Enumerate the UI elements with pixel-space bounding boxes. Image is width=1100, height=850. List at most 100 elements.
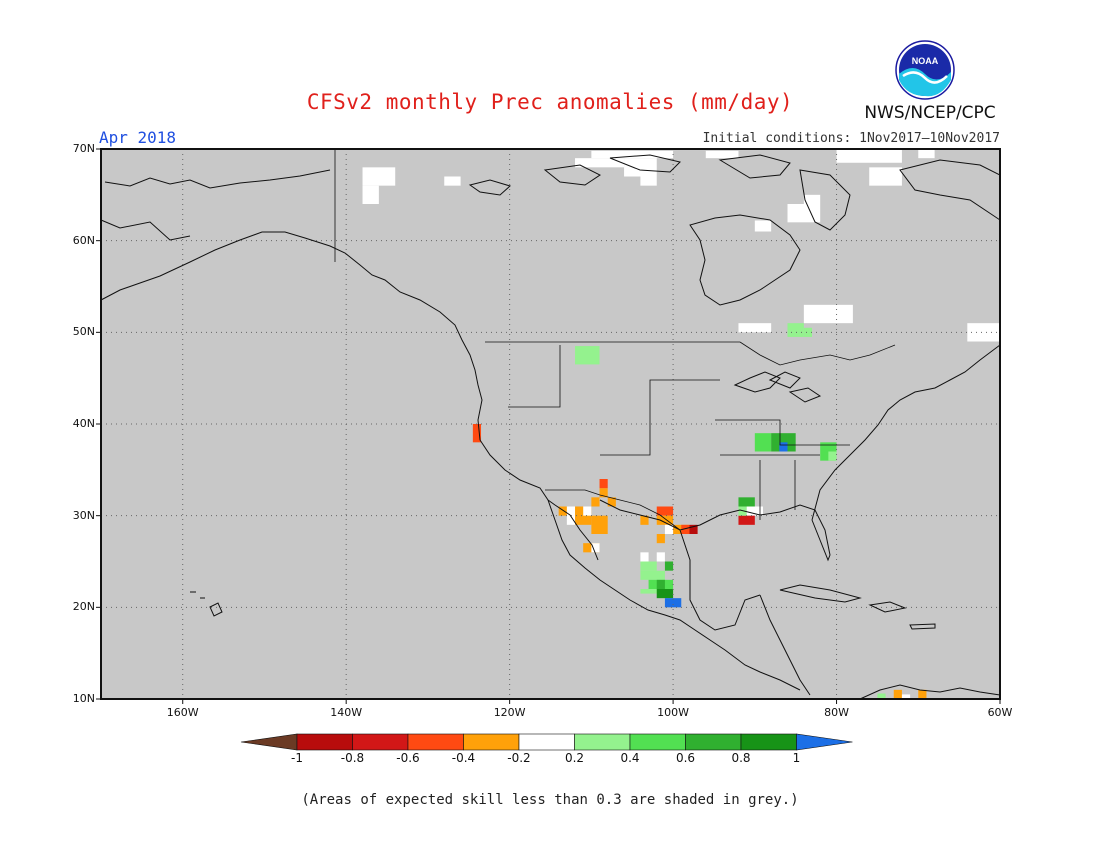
anomaly-cell [869, 167, 902, 186]
target-month-label: Apr 2018 [99, 128, 177, 147]
lat-tick-label: 50N [72, 325, 95, 339]
anomaly-cell [591, 150, 674, 159]
colorbar-right-arrow [796, 733, 853, 751]
colorbar-segment [463, 733, 520, 751]
anomaly-cell [681, 524, 690, 534]
lat-tick-label: 70N [72, 142, 95, 155]
colorbar-label: 0.8 [731, 751, 751, 765]
anomaly-cell [738, 323, 772, 333]
anomaly-cell [624, 158, 657, 177]
anomaly-cell [746, 506, 763, 516]
anomaly-cell [599, 479, 608, 489]
lat-tick-label: 20N [72, 600, 95, 614]
anomaly-cell [362, 185, 379, 204]
anomaly-cell [591, 515, 608, 534]
anomaly-cell [591, 497, 600, 507]
anomaly-cell [754, 433, 772, 452]
anomaly-cell [591, 543, 600, 553]
colorbar-label: 0.2 [564, 751, 585, 765]
skill-footnote: (Areas of expected skill less than 0.3 a… [301, 792, 799, 808]
colorbar-segment [629, 733, 686, 751]
colorbar-segment [685, 733, 742, 751]
anomaly-cell [444, 176, 461, 186]
anomaly-cell [583, 506, 592, 516]
anomaly-cell [640, 570, 665, 580]
colorbar-label: -0.6 [396, 751, 420, 765]
anomaly-cell [656, 579, 665, 589]
colorbar-segment [407, 733, 464, 751]
anomaly-cell [664, 598, 682, 608]
anomaly-cell [640, 561, 657, 571]
anomaly-cell [689, 524, 698, 534]
colorbar-label: -0.2 [507, 751, 531, 765]
anomaly-cell [918, 149, 935, 159]
lon-tick-label: 60W [987, 706, 1013, 719]
anomaly-cell [472, 424, 482, 443]
anomaly-cell [656, 534, 665, 544]
anomaly-cell [640, 176, 657, 186]
anomaly-cell [779, 442, 788, 452]
lon-tick-label: 80W [824, 706, 849, 719]
anomaly-cell [656, 552, 665, 562]
anomaly-cell [640, 515, 649, 525]
initial-conditions-label: Initial conditions: 1Nov2017–10Nov2017 [702, 131, 1000, 146]
colorbar-label: -0.8 [340, 751, 365, 765]
map-title: CFSv2 monthly Prec anomalies (mm/day) [306, 90, 794, 114]
anomaly-cell [787, 204, 821, 223]
anomaly-cell [607, 497, 616, 507]
anomaly-cell [803, 304, 853, 324]
colorbar-left-arrow [240, 733, 298, 751]
colorbar-label: -1 [291, 751, 303, 765]
political-boundaries [334, 150, 896, 531]
lon-tick-label: 100W [657, 706, 690, 719]
anomaly-cell [893, 689, 902, 699]
anomaly-cell [575, 158, 625, 168]
anomaly-cell [901, 694, 911, 699]
lat-tick-label: 60N [72, 233, 95, 247]
anomaly-cell [575, 346, 600, 365]
anomaly-cell [640, 552, 649, 562]
anomaly-cell [803, 327, 813, 337]
anomaly-cell [836, 149, 902, 163]
colorbar-label: 0.4 [620, 751, 640, 765]
lat-tick-label: 30N [72, 508, 95, 522]
colorbar [240, 733, 853, 751]
colorbar-label: -0.4 [451, 751, 476, 765]
noaa-logo: NOAA [895, 40, 955, 100]
lat-tick-label: 40N [72, 417, 95, 430]
colorbar-segment [740, 733, 797, 751]
anomaly-cell [664, 561, 674, 571]
colorbar-segment [574, 733, 631, 751]
graticule [101, 149, 1000, 699]
colorbar-segment [352, 733, 409, 751]
lon-tick-label: 120W [493, 706, 526, 719]
anomaly-cell [664, 524, 674, 534]
anomaly-cell [787, 433, 796, 452]
anomaly-cell [656, 589, 674, 599]
anomaly-cell [656, 506, 674, 516]
anomaly-cell [754, 220, 772, 232]
lon-tick-marks [96, 148, 1001, 704]
anomaly-cell [705, 150, 739, 159]
colorbar-segment [296, 733, 353, 751]
colorbar-label: 0.6 [675, 751, 696, 765]
anomaly-cell [828, 451, 837, 461]
anomaly-cell [656, 515, 674, 525]
anomaly-cell [918, 689, 927, 699]
lat-tick-label: 10N [72, 692, 95, 705]
anomaly-cell [738, 515, 755, 525]
agency-label: NWS/NCEP/CPC [864, 103, 996, 123]
colorbar-segment [518, 733, 575, 751]
colorbar-label: 1 [792, 751, 801, 765]
anomaly-cells [362, 149, 1033, 699]
anomaly-cell [362, 167, 396, 186]
map-background [101, 149, 1000, 699]
anomaly-cell [599, 488, 608, 498]
lon-tick-label: 160W [166, 706, 199, 719]
lon-tick-label: 140W [330, 706, 363, 719]
anomaly-cell [803, 194, 821, 204]
anomaly-cell [787, 323, 804, 337]
anomaly-cell [738, 497, 755, 507]
noaa-logo-text: NOAA [912, 56, 939, 66]
